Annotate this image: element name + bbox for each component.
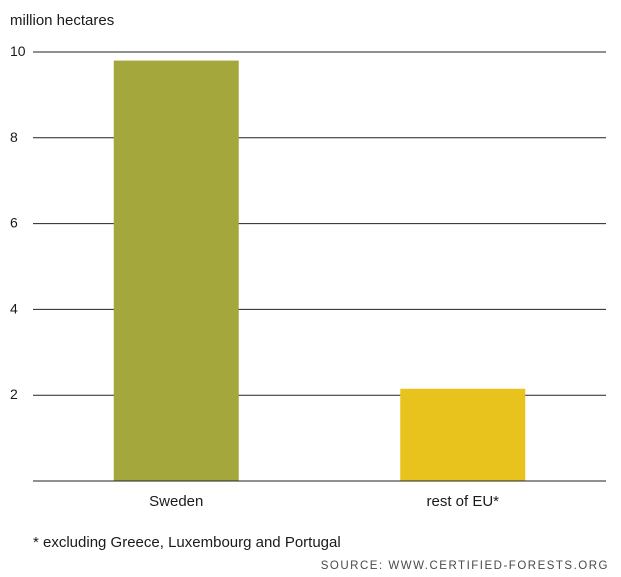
bar-chart: 2 4 6 8 10 Sweden rest of EU* xyxy=(10,43,606,510)
y-tick-label-2: 2 xyxy=(10,386,18,402)
x-category-label-0: Sweden xyxy=(149,493,203,510)
footnote: * excluding Greece, Luxembourg and Portu… xyxy=(33,534,341,551)
y-tick-label-6: 6 xyxy=(10,215,18,231)
x-category-label-1: rest of EU* xyxy=(426,493,499,510)
y-axis-unit-label: million hectares xyxy=(10,12,115,29)
bar-0 xyxy=(113,60,239,482)
y-tick-label-8: 8 xyxy=(10,129,18,145)
y-tick-label-10: 10 xyxy=(10,43,26,59)
source-credit: SOURCE: WWW.CERTIFIED-FORESTS.ORG xyxy=(320,560,609,572)
y-tick-label-4: 4 xyxy=(10,300,18,316)
bar-1 xyxy=(400,388,526,481)
